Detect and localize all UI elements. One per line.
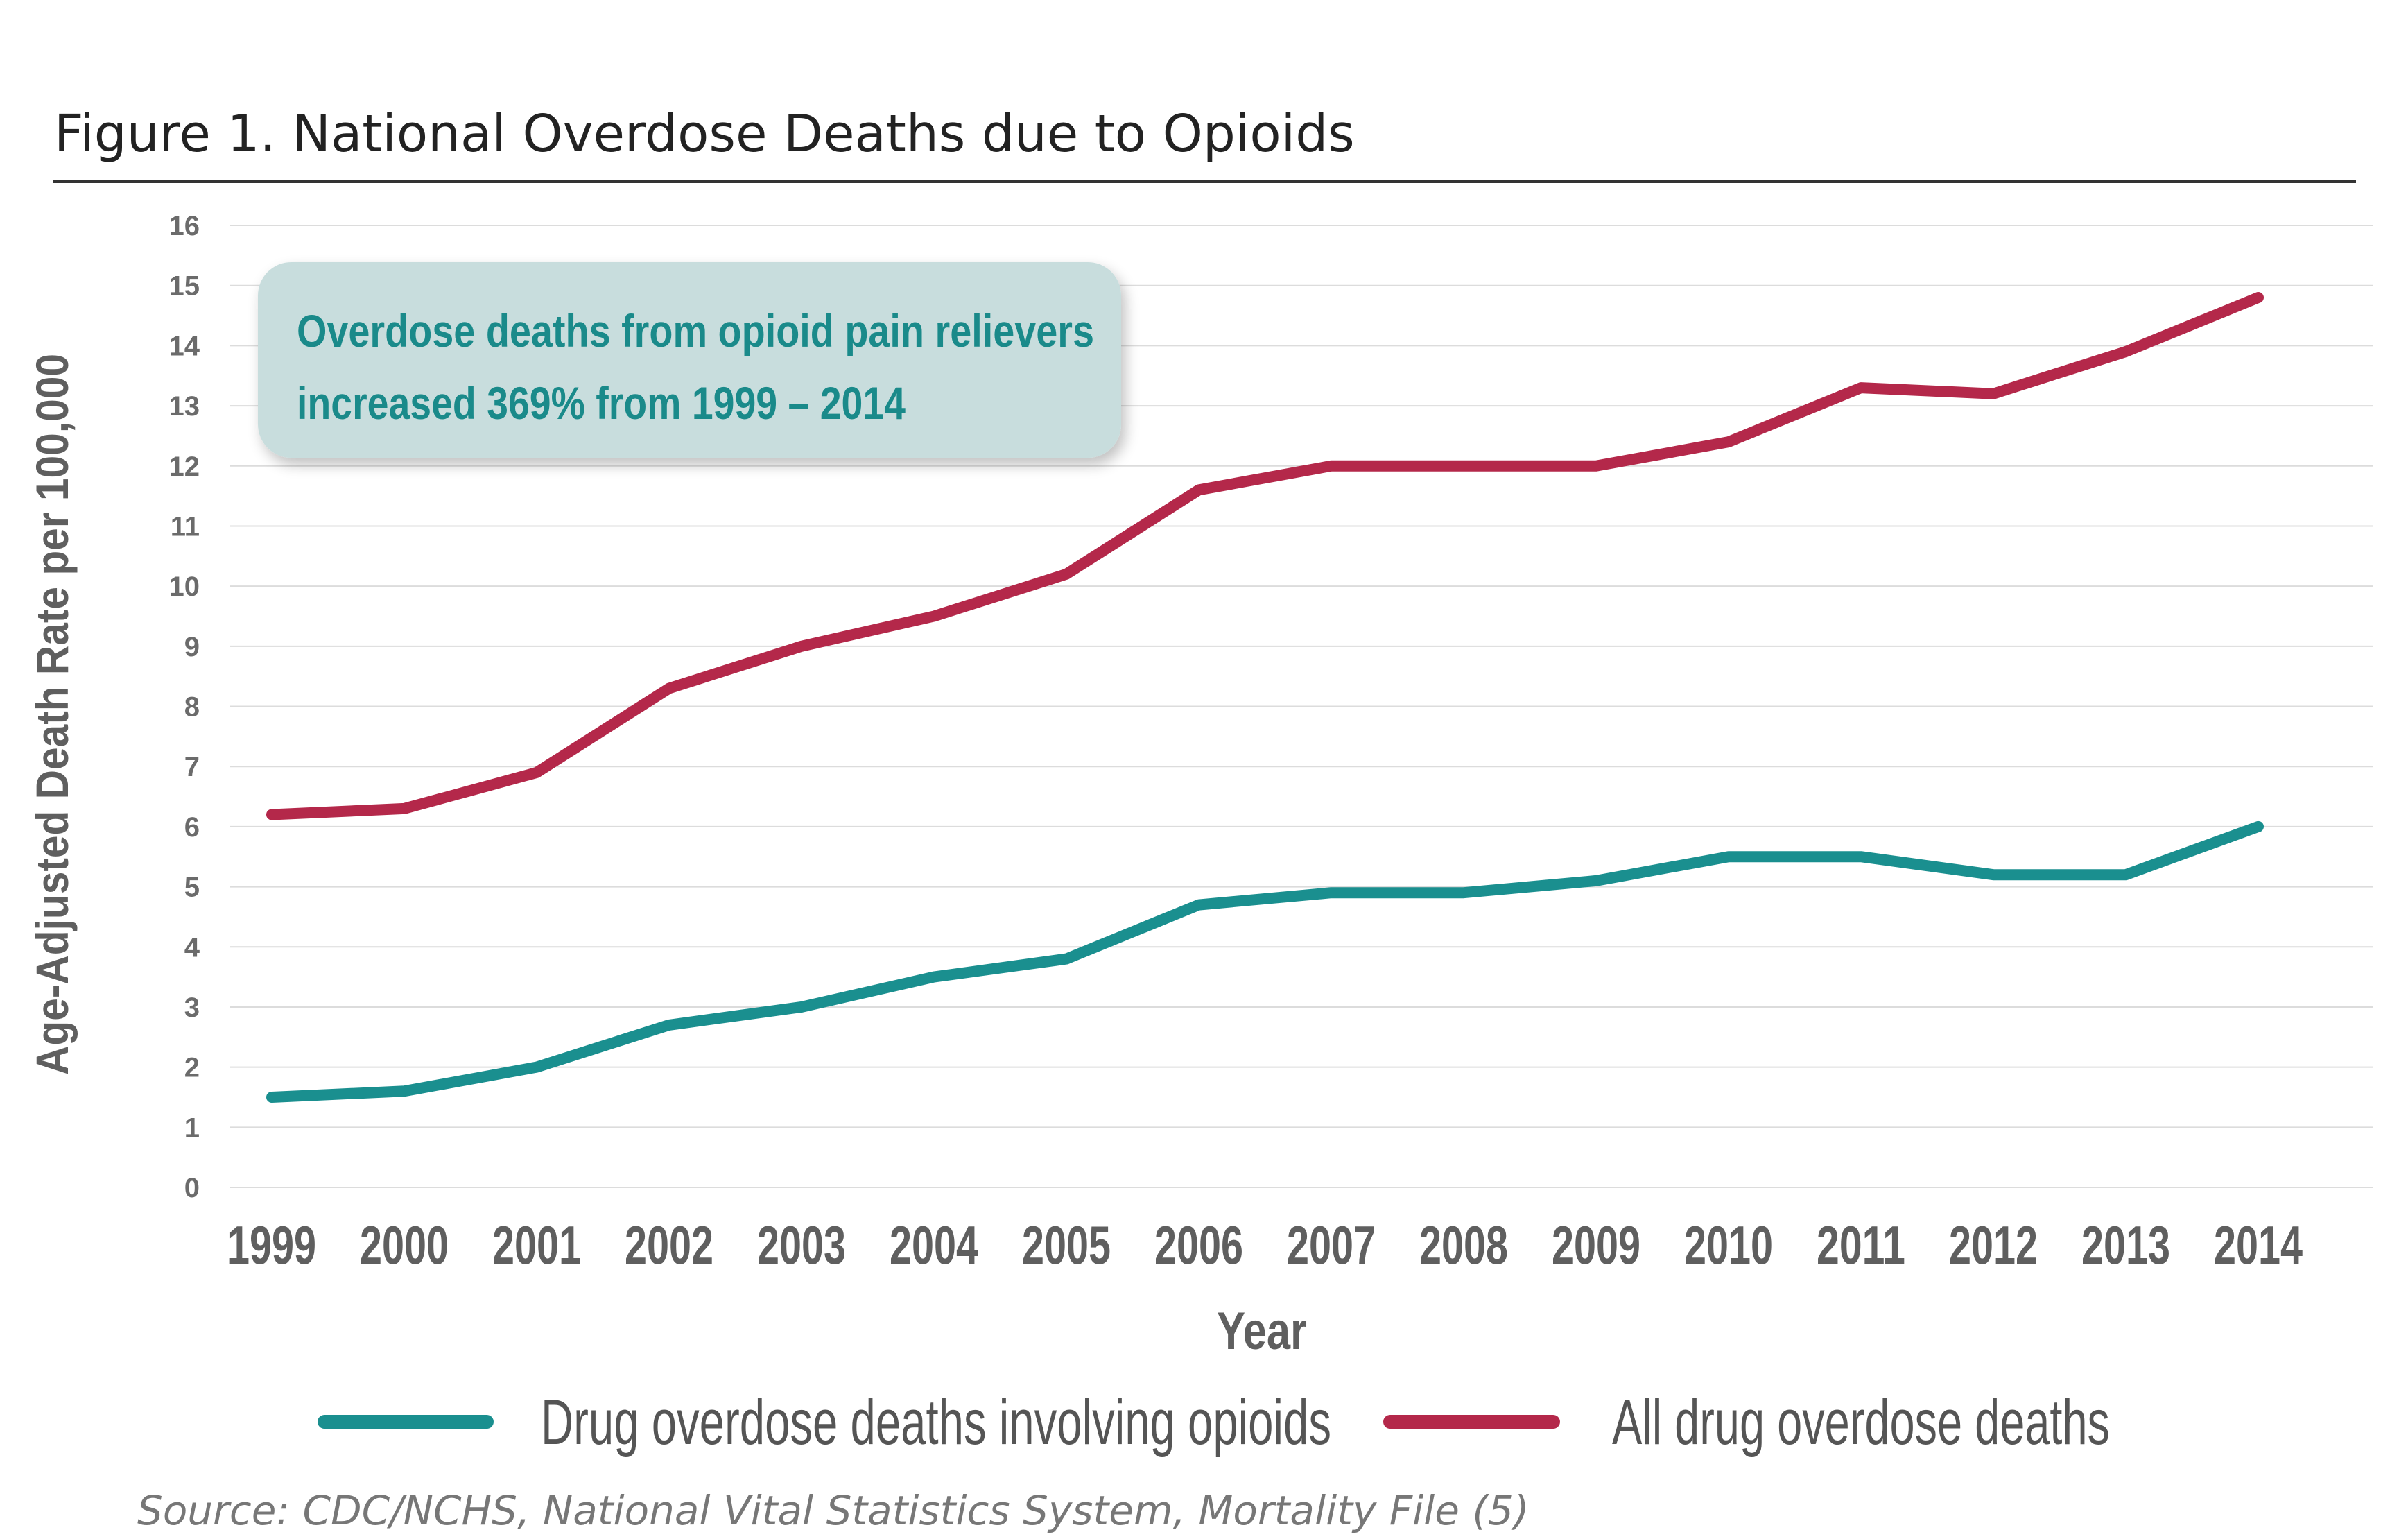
y-tick-label: 5 (184, 872, 200, 903)
x-tick-label: 1999 (227, 1214, 316, 1275)
x-tick-label: 2011 (1817, 1214, 1905, 1275)
x-tick-label: 2014 (2214, 1214, 2303, 1275)
series-lines (266, 292, 2264, 1103)
annotation-line-2: increased 369% from 1999 – 2014 (297, 377, 906, 429)
x-tick-label: 2005 (1022, 1214, 1111, 1275)
y-tick-label: 3 (184, 992, 200, 1023)
y-tick-label: 9 (184, 632, 200, 662)
y-tick-label: 13 (169, 391, 200, 422)
series-line-all-drug (266, 292, 2264, 820)
x-tick-label: 2006 (1154, 1214, 1243, 1275)
x-tick-label: 2007 (1287, 1214, 1376, 1275)
x-tick-label: 2000 (360, 1214, 449, 1275)
source-note: Source: CDC/NCHS, National Vital Statist… (137, 1487, 1530, 1534)
y-tick-label: 12 (169, 452, 200, 482)
legend-label-opioids: Drug overdose deaths involving opioids (541, 1387, 1331, 1458)
legend-label-all-drug: All drug overdose deaths (1612, 1387, 2110, 1458)
series-line-opioids (266, 820, 2264, 1103)
legend: Drug overdose deaths involving opioids A… (318, 1387, 2110, 1458)
y-tick-label: 10 (169, 571, 200, 602)
chart-title: Figure 1. National Overdose Deaths due t… (54, 104, 1355, 164)
x-tick-label: 2003 (757, 1214, 846, 1275)
y-tick-label: 15 (169, 271, 200, 302)
y-tick-label: 7 (184, 752, 200, 782)
annotation-box (258, 262, 1121, 458)
x-axis-title: Year (1217, 1302, 1307, 1361)
y-tick-label: 0 (184, 1173, 200, 1203)
y-axis-title: Age-Adjusted Death Rate per 100,000 (26, 354, 78, 1075)
x-tick-label: 2010 (1684, 1214, 1773, 1275)
x-tick-label: 2008 (1419, 1214, 1508, 1275)
x-tick-labels: 1999 2000 2001 2002 2003 2004 2005 2006 2007 2008… (227, 1214, 2303, 1275)
x-tick-label: 2001 (492, 1214, 581, 1275)
y-tick-label: 6 (184, 812, 200, 843)
x-tick-label: 2013 (2081, 1214, 2170, 1275)
y-tick-label: 1 (184, 1112, 200, 1143)
y-tick-label: 16 (169, 211, 200, 241)
y-tick-label: 8 (184, 692, 200, 723)
x-tick-label: 2009 (1552, 1214, 1640, 1275)
annotation-callout: Overdose deaths from opioid pain relieve… (258, 262, 1121, 458)
x-tick-label: 2002 (625, 1214, 713, 1275)
x-tick-label: 2004 (890, 1214, 978, 1275)
y-tick-label: 2 (184, 1053, 200, 1083)
annotation-line-1: Overdose deaths from opioid pain relieve… (297, 305, 1094, 356)
y-tick-label: 4 (184, 932, 200, 963)
y-tick-label: 14 (169, 331, 200, 361)
x-tick-label: 2012 (1949, 1214, 2038, 1275)
y-tick-label: 11 (171, 511, 200, 542)
